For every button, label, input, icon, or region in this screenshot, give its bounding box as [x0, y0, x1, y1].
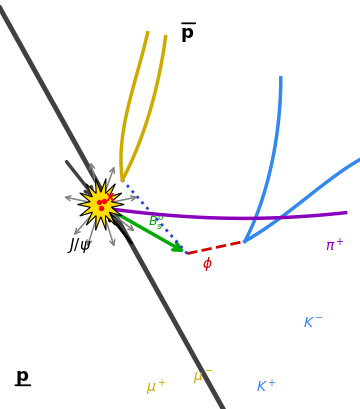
Text: $K^+$: $K^+$ — [256, 378, 277, 396]
Text: $\pi^+$: $\pi^+$ — [325, 237, 345, 254]
Text: p: p — [15, 367, 28, 385]
Text: $\mu^-$: $\mu^-$ — [193, 369, 214, 386]
Point — [96, 199, 102, 206]
Point — [98, 204, 104, 211]
Text: X: X — [105, 193, 114, 203]
Text: $\phi$: $\phi$ — [202, 255, 212, 273]
PathPatch shape — [77, 179, 124, 230]
Text: $J/\psi$: $J/\psi$ — [67, 236, 91, 255]
Text: p: p — [181, 24, 194, 42]
Point — [102, 198, 107, 204]
Text: $B^0_s$: $B^0_s$ — [148, 213, 164, 233]
Text: $\mu^+$: $\mu^+$ — [146, 378, 167, 398]
Text: $K^-$: $K^-$ — [303, 316, 324, 330]
